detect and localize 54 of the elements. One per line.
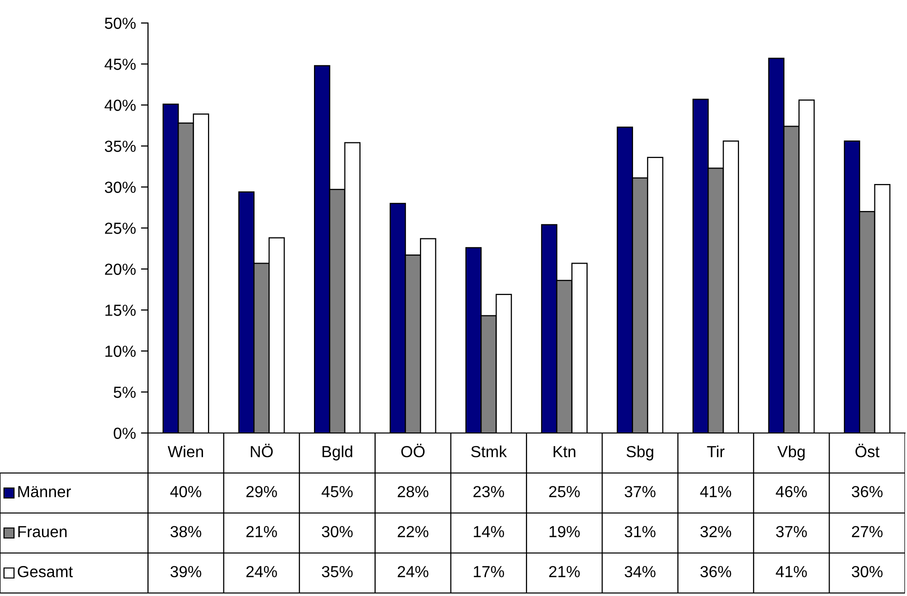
x-tick-label: Ktn [554,446,576,458]
data-label: 35% [322,566,353,578]
legend-label: Männer [18,486,71,498]
x-tick-label: Bgld [322,446,352,460]
data-label: 39% [170,566,202,578]
data-label: 21% [549,566,580,578]
data-label: 14% [474,526,504,538]
data-label: 19% [550,526,580,538]
data-label: 46% [776,486,807,498]
data-label: 17% [474,566,504,578]
data-label: 24% [246,566,277,578]
data-label: 30% [322,526,353,538]
data-label: 24% [398,566,428,578]
data-label: 41% [700,486,732,498]
data-label: 32% [700,526,732,538]
x-tick-label: OÖ [401,444,425,458]
y-tick-label: 5% [114,386,136,398]
legend-label: Gesamt [18,566,73,578]
y-tick-label: 50% [104,18,136,29]
x-tick-label: Vbg [777,446,805,460]
y-tick-label: 30% [104,182,136,193]
data-label: 30% [852,566,883,578]
data-label: 21% [246,526,277,538]
x-tick-label: Tir [707,446,724,458]
x-tick-label: Sbg [626,446,654,460]
y-tick-label: 15% [105,304,136,316]
data-label: 31% [624,526,656,538]
y-tick-label: 35% [104,140,136,152]
data-label: 25% [549,486,580,498]
data-label: 38% [170,526,202,538]
data-label: 40% [170,486,202,498]
y-tick-label: 25% [105,222,136,234]
y-tick-label: 10% [105,346,136,357]
y-tick-label: 45% [104,58,136,70]
legend-label: Frauen [18,526,67,538]
data-label: 34% [624,566,656,578]
y-tick-label: 40% [104,100,136,111]
data-label: 29% [246,486,277,498]
data-label: 36% [852,486,883,498]
y-tick-label: 20% [105,264,136,275]
data-label: 37% [624,486,656,498]
data-label: 27% [852,526,883,538]
data-label: 37% [776,526,807,538]
y-tick-label: 0% [114,428,136,439]
x-tick-label: NÖ [250,444,273,458]
data-label: 41% [776,566,807,578]
data-label: 45% [322,486,353,498]
data-label: 36% [700,566,732,578]
data-label: 22% [398,526,428,538]
x-tick-label: Wien [168,446,204,458]
x-tick-label: Öst [855,444,880,458]
x-tick-label: Stmk [471,446,507,458]
data-label: 28% [398,486,428,498]
data-label: 23% [473,486,504,498]
